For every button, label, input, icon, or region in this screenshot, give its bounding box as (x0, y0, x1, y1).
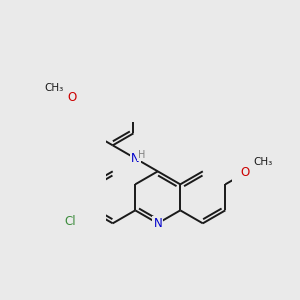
Text: CH₃: CH₃ (44, 82, 64, 93)
Text: CH₃: CH₃ (254, 158, 273, 167)
Text: H: H (138, 151, 146, 160)
Text: N: N (131, 152, 140, 165)
Text: O: O (241, 166, 250, 179)
Text: O: O (67, 91, 76, 104)
Text: Cl: Cl (64, 215, 76, 229)
Text: N: N (153, 217, 162, 230)
